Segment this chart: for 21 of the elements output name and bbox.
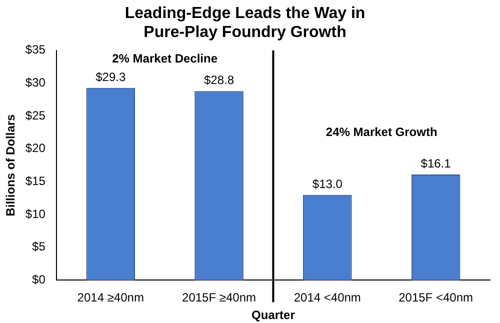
- data-label: $29.3: [96, 70, 126, 84]
- y-tick-label: $35: [25, 42, 46, 57]
- x-tick-label: 2014 <40nm: [294, 290, 361, 305]
- y-tick-label: $5: [32, 240, 46, 254]
- annotation: 2% Market Decline: [112, 51, 218, 66]
- chart-title: Leading-Edge Leads the Way in Pure-Play Foundry Growth: [124, 5, 366, 42]
- annotation: 24% Market Growth: [326, 124, 438, 139]
- y-tick-label: $0: [32, 272, 46, 287]
- data-label: $13.0: [312, 176, 343, 191]
- y-tick-label: $25: [25, 108, 46, 122]
- y-tick-label: $20: [25, 141, 46, 156]
- y-axis-title: Billions of Dollars: [4, 114, 18, 216]
- x-tick-label: 2015F ≥40nm: [182, 290, 256, 305]
- y-tick-label: $10: [25, 206, 46, 221]
- data-label: $16.1: [420, 156, 452, 170]
- x-tick-label: 2015F <40nm: [398, 290, 473, 305]
- x-tick-label: 2014 ≥40nm: [77, 290, 144, 305]
- data-label: $28.8: [204, 73, 234, 88]
- y-tick-label: $30: [25, 76, 46, 90]
- y-tick-label: $15: [25, 174, 46, 188]
- x-axis-title: Quarter: [252, 308, 296, 322]
